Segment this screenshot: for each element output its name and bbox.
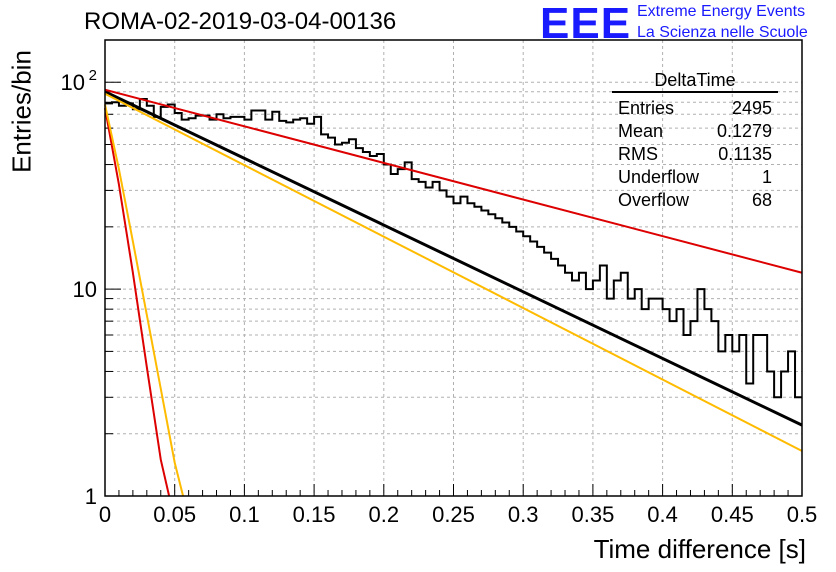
plot-frame <box>104 39 803 497</box>
x-tick-label: 0 <box>99 502 111 527</box>
stat-row-overflow: Overflow 68 <box>612 189 778 212</box>
x-tick-label: 0.3 <box>508 502 539 527</box>
curve-slow-red <box>104 88 803 274</box>
x-tick-label: 0.2 <box>369 502 400 527</box>
stat-row-entries: Entries 2495 <box>612 97 778 120</box>
stat-row-underflow: Underflow 1 <box>612 166 778 189</box>
x-tick-label: 0.45 <box>711 502 754 527</box>
stat-row-rms: RMS 0.1135 <box>612 143 778 166</box>
y-axis-label: Entries/bin <box>6 50 37 173</box>
curve-fast-yellow <box>104 104 185 497</box>
stat-row-mean: Mean 0.1279 <box>612 120 778 143</box>
stats-rows: Entries 2495 Mean 0.1279 RMS 0.1135 Underflow 1… <box>612 97 778 212</box>
curve-fast-red <box>104 107 171 497</box>
curve-fit-black <box>104 90 803 427</box>
stat-label: Overflow <box>618 190 690 210</box>
x-tick-label: 0.25 <box>432 502 475 527</box>
x-tick-label: 0.4 <box>647 502 678 527</box>
logo-subtitle-2: La Scienza nelle Scuole <box>637 24 808 41</box>
stat-value: 0.1135 <box>718 144 772 164</box>
y-tick-label: 10 <box>61 70 85 95</box>
y-tick-label: 1 <box>85 484 97 509</box>
stat-label: RMS <box>618 144 658 164</box>
stat-value: 0.1279 <box>716 121 772 141</box>
stat-label: Underflow <box>618 167 700 187</box>
histogram-steps <box>105 97 802 399</box>
x-tick-label: 0.15 <box>293 502 336 527</box>
chart-title: ROMA-02-2019-03-04-00136 <box>84 8 397 35</box>
x-tick-label: 0.5 <box>787 502 818 527</box>
stats-box: DeltaTime Entries 2495 Mean 0.1279 RMS 0.1135… <box>612 70 778 212</box>
stat-label: Mean <box>618 121 664 141</box>
curve-slow-yellow <box>104 92 803 452</box>
stat-value: 1 <box>761 167 772 187</box>
x-axis-label: Time difference [s] <box>593 534 806 564</box>
stat-value: 68 <box>751 190 772 210</box>
logo-subtitle-1: Extreme Energy Events <box>637 3 806 20</box>
y-tick-label: 10 <box>73 277 97 302</box>
stat-value: 2495 <box>731 98 772 118</box>
eee-logo: EEE <box>540 0 632 48</box>
stats-title: DeltaTime <box>612 70 778 93</box>
y-tick-exponent: 2 <box>89 67 97 84</box>
x-tick-label: 0.1 <box>229 502 260 527</box>
x-tick-label: 0.35 <box>571 502 614 527</box>
x-tick-label: 0.05 <box>153 502 196 527</box>
stat-label: Entries <box>618 98 675 118</box>
